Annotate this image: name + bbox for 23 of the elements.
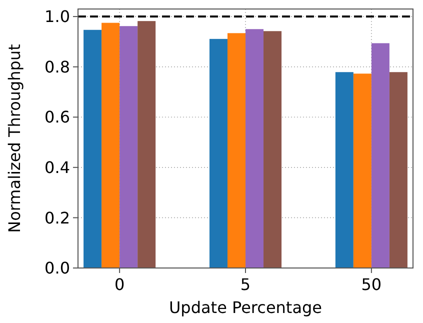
bar xyxy=(246,29,264,268)
bar xyxy=(84,30,102,268)
y-tick-label: 0.4 xyxy=(44,158,70,178)
bar xyxy=(120,26,138,268)
y-tick-label: 0.6 xyxy=(44,108,70,127)
bar xyxy=(209,38,228,268)
x-tick-label: 0 xyxy=(114,275,125,294)
y-tick-label: 1.0 xyxy=(44,7,70,26)
x-tick-label: 5 xyxy=(240,275,251,294)
y-tick-label: 0.8 xyxy=(44,57,70,76)
y-tick-label: 0.2 xyxy=(44,208,70,228)
bar xyxy=(102,22,120,268)
y-axis-title: Normalized Throughput xyxy=(5,44,24,233)
bar xyxy=(264,31,282,268)
bar xyxy=(227,33,246,268)
bar xyxy=(138,21,156,268)
y-tick-label: 0.0 xyxy=(44,258,70,278)
bar xyxy=(335,72,354,268)
bar xyxy=(353,74,372,268)
bar xyxy=(371,43,390,268)
bar xyxy=(389,72,408,268)
x-tick-label: 50 xyxy=(361,275,382,294)
x-axis-title: Update Percentage xyxy=(168,298,322,317)
